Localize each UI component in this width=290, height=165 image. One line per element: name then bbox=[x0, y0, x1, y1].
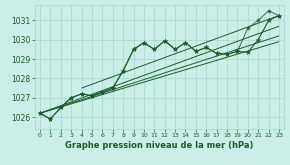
X-axis label: Graphe pression niveau de la mer (hPa): Graphe pression niveau de la mer (hPa) bbox=[65, 141, 254, 150]
